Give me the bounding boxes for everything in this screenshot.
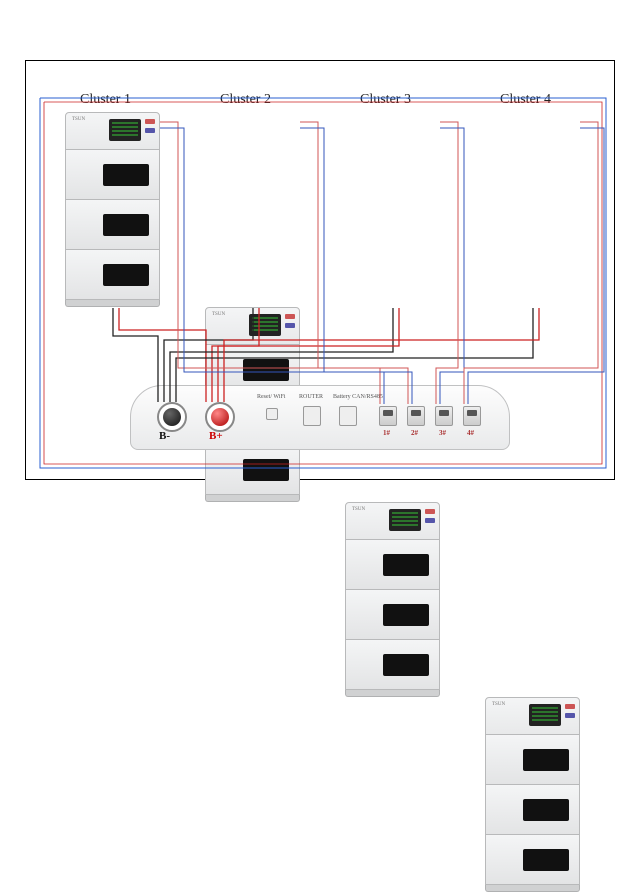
terminal-b-minus [157,402,187,432]
battery-can-port [339,406,357,426]
tower-1-module-2 [65,200,160,250]
rj-port-4 [463,406,481,426]
cluster-3-label: Cluster 3 [360,92,411,108]
reset-wifi-label: Reset/ WiFi [257,394,285,400]
tower-1-head: TSUN [65,112,160,150]
cluster-2-label: Cluster 2 [220,92,271,108]
battery-tower-1: TSUN [65,112,160,307]
rj-port-2 [407,406,425,426]
tower-1-base [65,300,160,307]
brand-label: TSUN [72,117,85,122]
rj-port-1 [379,406,397,426]
router-port [303,406,321,426]
tower-1-module-1 [65,150,160,200]
battery-tower-4: TSUN [485,697,580,892]
terminal-b-minus-label: B- [159,430,170,442]
tower-1-module-3 [65,250,160,300]
battery-tower-3: TSUN [345,502,440,697]
router-label: ROUTER [299,394,323,400]
rj-2-label: 2# [411,429,418,437]
cluster-1-label: Cluster 1 [80,92,131,108]
combiner-box: B- B+ Reset/ WiFi ROUTER Battery CAN/RS4… [130,385,510,450]
rj-1-label: 1# [383,429,390,437]
rj-4-label: 4# [467,429,474,437]
tower-1-display [109,119,141,141]
terminal-b-plus-label: B+ [209,430,223,442]
terminal-b-plus [205,402,235,432]
tower-1-ports [145,119,155,125]
reset-button [266,408,278,420]
rj-3-label: 3# [439,429,446,437]
rj-port-3 [435,406,453,426]
battery-can-label: Battery CAN/RS485 [333,394,383,400]
cluster-4-label: Cluster 4 [500,92,551,108]
